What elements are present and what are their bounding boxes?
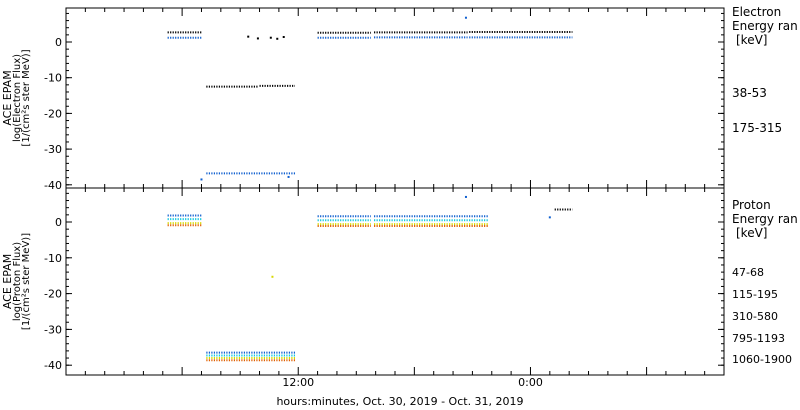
series-115-195 xyxy=(167,195,551,354)
y-tick-label: -30 xyxy=(44,323,62,336)
panel-proton: 47-68 115-195 310-580 795-1193 1060-1900 Prot… xyxy=(1,192,798,372)
y-axis-label-line: [1/(cm²s ster MeV)] xyxy=(21,233,32,330)
legend-title-line: Proton xyxy=(732,198,771,212)
legend-entry: 115-195 xyxy=(732,288,778,301)
data-point-175-315-2 xyxy=(287,175,290,178)
data-point-38-53-4 xyxy=(282,36,285,39)
legend-entry: 310-580 xyxy=(732,310,778,323)
y-tick-label: -10 xyxy=(44,72,62,85)
legend-title-line: [keV] xyxy=(736,226,767,240)
y-axis-label-line: ACE EPAM xyxy=(1,254,14,309)
y-axis-label-line: log(Proton Flux) xyxy=(12,242,23,321)
x-axis-label: hours:minutes, Oct. 30, 2019 - Oct. 31, … xyxy=(276,395,524,408)
data-point-175-315-0 xyxy=(464,16,467,19)
series-310-580 xyxy=(167,218,489,357)
x-tick-label: 12:00 xyxy=(282,376,314,389)
series-175-315 xyxy=(167,16,573,181)
data-point-115-195-0 xyxy=(464,195,467,198)
legend-title-line: Energy ran xyxy=(732,19,798,33)
legend-entry: 1060-1900 xyxy=(732,353,792,366)
data-point-795-1193-0 xyxy=(271,275,274,278)
legend-entry: 38-53 xyxy=(732,86,767,100)
x-tick-label: 0:00 xyxy=(518,376,543,389)
data-point-115-195-1 xyxy=(548,216,551,219)
data-point-38-53-0 xyxy=(247,35,250,38)
y-tick-label: -40 xyxy=(44,359,62,372)
y-tick-label: 0 xyxy=(55,216,62,229)
y-tick-label: -20 xyxy=(44,107,62,120)
legend-entry: 795-1193 xyxy=(732,332,785,345)
data-point-38-53-2 xyxy=(269,36,272,39)
series-1060-1900 xyxy=(167,224,489,362)
y-tick-label: -20 xyxy=(44,288,62,301)
y-tick-label: 0 xyxy=(55,36,62,49)
y-tick-label: -40 xyxy=(44,179,62,192)
legend-title-line: Electron xyxy=(732,5,781,19)
y-axis-label-line: ACE EPAM xyxy=(1,70,14,125)
legend-entry: 175-315 xyxy=(732,121,782,135)
series-38-53 xyxy=(167,31,573,88)
y-tick-label: -30 xyxy=(44,143,62,156)
legend-entry: 47-68 xyxy=(732,266,764,279)
legend-title-line: Energy ran xyxy=(732,212,798,226)
legend-title-line: [keV] xyxy=(736,33,767,47)
data-point-175-315-1 xyxy=(200,178,203,181)
y-tick-label: -10 xyxy=(44,252,62,265)
y-axis-label-line: [1/(cm²s ster MeV)] xyxy=(21,49,32,146)
data-point-38-53-1 xyxy=(256,37,259,40)
y-axis-label-line: log(Electron Flux) xyxy=(12,54,23,142)
data-point-38-53-3 xyxy=(276,37,279,40)
series-795-1193 xyxy=(167,222,489,360)
